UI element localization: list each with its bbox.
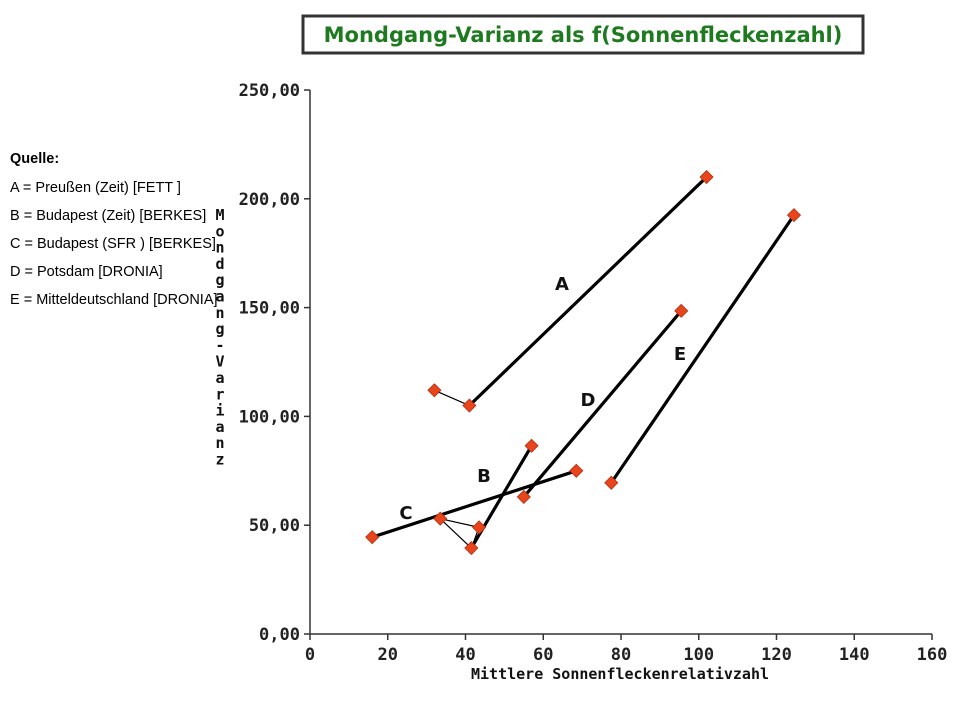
series-b-marker bbox=[464, 540, 479, 556]
series-b-label: B bbox=[477, 466, 491, 487]
series-a-marker bbox=[427, 383, 442, 398]
chart-title: Mondgang-Varianz als f(Sonnenfleckenzahl… bbox=[324, 23, 843, 47]
y-axis-label-char: i bbox=[215, 402, 224, 420]
series-a-marker bbox=[462, 398, 477, 413]
series-markers bbox=[365, 169, 802, 556]
series-b-marker bbox=[433, 511, 448, 526]
x-axis-label: Mittlere Sonnenfleckenrelativzahl bbox=[471, 665, 769, 683]
series-labels: A B C D E bbox=[399, 274, 686, 524]
y-axis-label-char: a bbox=[215, 418, 224, 436]
x-tick-label: 40 bbox=[455, 645, 475, 665]
series-c-segment bbox=[370, 469, 578, 539]
series-a-segment bbox=[433, 389, 470, 407]
y-axis-label-char: r bbox=[215, 385, 224, 403]
x-tick-label: 140 bbox=[839, 645, 870, 665]
y-axis-label-char: V bbox=[215, 353, 224, 371]
y-tick-label: 100,00 bbox=[239, 407, 300, 427]
series-c-marker bbox=[569, 463, 584, 478]
y-axis-label-char: - bbox=[215, 336, 224, 354]
series-b-marker bbox=[472, 520, 487, 535]
source-legend: Quelle: A = Preußen (Zeit) [FETT ] B = B… bbox=[10, 150, 220, 319]
axis-ticks: 0,00 50,00 100,00 150,00 200,00 250,00 0 20 40 60… bbox=[239, 81, 948, 665]
x-tick-label: 100 bbox=[683, 645, 714, 665]
series-b-connector bbox=[439, 518, 472, 549]
y-axis-label-char: n bbox=[215, 434, 224, 452]
x-tick-label: 120 bbox=[761, 645, 792, 665]
y-axis-label-char: M bbox=[215, 206, 224, 224]
series-e-segment bbox=[609, 213, 796, 485]
legend-item-b: B = Budapest (Zeit) [BERKES] bbox=[10, 208, 207, 224]
y-axis-label-char: z bbox=[215, 451, 224, 469]
y-axis-label-char: n bbox=[215, 304, 224, 322]
x-tick-label: 20 bbox=[378, 645, 398, 665]
y-axis-label-char: a bbox=[215, 288, 224, 306]
series-d-segment bbox=[522, 309, 683, 499]
y-axis-label-char: a bbox=[215, 369, 224, 387]
y-tick-label: 150,00 bbox=[239, 299, 300, 319]
y-axis-label-char: d bbox=[215, 255, 224, 273]
x-tick-label: 60 bbox=[533, 645, 553, 665]
series-e-marker bbox=[786, 208, 802, 223]
y-axis-label-char: g bbox=[215, 320, 224, 338]
y-tick-label: 50,00 bbox=[249, 516, 300, 536]
y-axis-label: Mondgang-Varianz bbox=[215, 206, 224, 469]
series-lines bbox=[370, 175, 796, 550]
legend-item-e: E = Mitteldeutschland [DRONIA] bbox=[10, 292, 218, 308]
x-tick-label: 80 bbox=[611, 645, 631, 665]
legend-item-a: A = Preußen (Zeit) [FETT ] bbox=[10, 180, 181, 196]
series-d-marker bbox=[516, 489, 531, 504]
x-tick-label: 160 bbox=[917, 645, 948, 665]
y-axis-label-char: g bbox=[215, 271, 224, 289]
y-tick-label: 250,00 bbox=[239, 81, 300, 101]
legend-title: Quelle: bbox=[10, 151, 60, 167]
legend-item-d: D = Potsdam [DRONIA] bbox=[10, 264, 163, 280]
series-d-marker bbox=[674, 303, 689, 318]
x-tick-label: 0 bbox=[305, 645, 315, 665]
y-tick-label: 0,00 bbox=[259, 625, 300, 645]
series-c-marker bbox=[365, 530, 380, 545]
series-a-marker bbox=[699, 169, 714, 185]
series-c-label: C bbox=[399, 503, 412, 524]
y-axis-label-char: o bbox=[215, 222, 224, 240]
y-axis-label-char: n bbox=[215, 239, 224, 257]
series-b-connector bbox=[440, 518, 480, 528]
series-e-label: E bbox=[674, 344, 686, 365]
legend-item-c: C = Budapest (SFR ) [BERKES] bbox=[10, 236, 216, 252]
y-tick-label: 200,00 bbox=[239, 190, 300, 210]
chart-title-box: Mondgang-Varianz als f(Sonnenfleckenzahl… bbox=[301, 14, 865, 55]
series-a-label: A bbox=[555, 274, 569, 295]
series-a-segment bbox=[467, 175, 709, 408]
series-b-marker bbox=[524, 438, 539, 453]
series-d-label: D bbox=[581, 390, 596, 411]
series-e-marker bbox=[604, 475, 619, 490]
